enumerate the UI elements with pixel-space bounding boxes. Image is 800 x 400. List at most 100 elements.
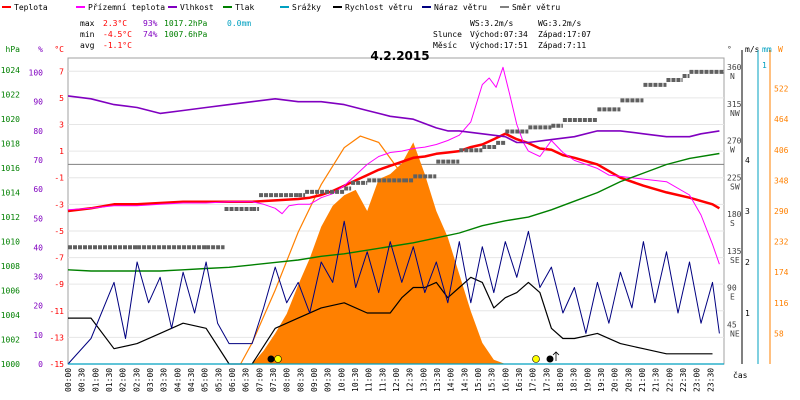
sun-path-line (240, 135, 472, 365)
tick-label: 70 (33, 156, 43, 165)
x-tick-label: 07:30 (269, 368, 278, 392)
tick-label: 0 (38, 360, 43, 369)
tick-label: 1000 (1, 360, 20, 369)
tick-label: 406 (774, 146, 789, 155)
x-tick-label: 13:30 (433, 368, 442, 392)
tick-label: -3 (54, 200, 64, 209)
legend-item-label: Rychlost větru (345, 3, 413, 12)
x-tick-label: 23:00 (693, 368, 702, 392)
tick-label: 90 (727, 284, 737, 293)
x-tick-label: 07:00 (255, 368, 264, 392)
moonrise-arrow-icon (552, 351, 560, 361)
x-tick-label: 14:00 (447, 368, 456, 392)
x-tick-label: 18:30 (570, 368, 579, 392)
x-tick-label: 13:00 (419, 368, 428, 392)
tick-label: W (730, 146, 735, 155)
tick-label: -7 (54, 254, 64, 263)
stats-max-press: 1017.2hPa (164, 19, 208, 28)
tick-label: 1004 (1, 311, 20, 320)
stats-max-label: max (80, 19, 95, 28)
x-tick-label: 04:00 (173, 368, 182, 392)
x-tick-label: 23:30 (706, 368, 715, 392)
tick-label: 50 (33, 214, 43, 223)
axis-unit-humidity: % (38, 45, 43, 54)
tick-label: 1 (762, 61, 767, 70)
tick-label: NE (730, 329, 740, 338)
legend: Teplota Přízemní teplota Vlhkost Tlak Srážky… (2, 3, 560, 12)
tick-label: 5 (59, 94, 64, 103)
tick-label: 180 (727, 210, 742, 219)
tick-label: 80 (33, 127, 43, 136)
info-wg: WG:3.2m/s (538, 19, 582, 28)
info-block: WS:3.2m/s WG:3.2m/s Slunce Východ:07:34 … (433, 19, 591, 50)
info-sun-label: Slunce (433, 30, 462, 39)
stats-avg-label: avg (80, 41, 95, 50)
x-tick-label: 18:00 (556, 368, 565, 392)
x-tick-label: 21:00 (638, 368, 647, 392)
tick-label: -11 (50, 307, 65, 316)
chart-title: 4.2.2015 (370, 49, 429, 63)
sunrise-icon (274, 355, 282, 363)
x-tick-label: 19:30 (597, 368, 606, 392)
series-feels-like (67, 66, 720, 265)
tick-label: -5 (54, 227, 64, 236)
tick-label: SE (730, 256, 740, 265)
legend-item-label: Tlak (235, 3, 254, 12)
legend-item-label: Směr větru (512, 3, 560, 12)
axis-unit-temperature: °C (54, 45, 64, 54)
tick-label: 1002 (1, 336, 20, 345)
tick-label: 30 (33, 273, 43, 282)
stats-min-label: min (80, 30, 95, 39)
tick-label: N (730, 72, 735, 81)
tick-label: 1012 (1, 213, 20, 222)
tick-label: 3 (745, 207, 750, 216)
x-tick-label: 19:00 (583, 368, 592, 392)
tick-label: 360 (727, 63, 742, 72)
sunset-icon (532, 355, 540, 363)
tick-label: 40 (33, 243, 43, 252)
tick-label: 116 (774, 299, 789, 308)
tick-label: 315 (727, 100, 742, 109)
x-tick-label: 12:00 (392, 368, 401, 392)
stats-max-rain: 0.0mm (227, 19, 251, 28)
tick-label: 290 (774, 207, 789, 216)
tick-label: 1006 (1, 287, 20, 296)
x-tick-label: 21:30 (652, 368, 661, 392)
tick-label: 1016 (1, 164, 20, 173)
tick-label: NW (730, 109, 740, 118)
tick-label: 225 (727, 173, 742, 182)
tick-label: 7 (59, 67, 64, 76)
axis-unit-wind-direction: ° (727, 45, 732, 54)
x-tick-label: 15:00 (474, 368, 483, 392)
axes-layer: hPa1024102210201018101610141012101010081… (1, 45, 789, 392)
tick-label: 270 (727, 137, 742, 146)
x-tick-label: 12:30 (406, 368, 415, 392)
legend-item-label: Náraz větru (434, 3, 487, 12)
x-tick-label: 20:30 (624, 368, 633, 392)
x-tick-label: 02:30 (132, 368, 141, 392)
x-tick-label: 17:30 (542, 368, 551, 392)
tick-label: 1014 (1, 189, 20, 198)
x-tick-label: 10:30 (351, 368, 360, 392)
series-pressure (67, 152, 720, 272)
stats-block: max 2.3°C 93% 1017.2hPa 0.0mm min -4.5°C… (80, 19, 251, 50)
x-tick-label: 05:00 (201, 368, 210, 392)
tick-label: S (730, 219, 735, 228)
tick-label: 1 (59, 147, 64, 156)
tick-label: -1 (54, 174, 64, 183)
tick-label: E (730, 293, 735, 302)
tick-label: 1020 (1, 115, 20, 124)
moonset-icon (267, 355, 275, 363)
tick-label: 348 (774, 176, 789, 185)
x-tick-label: 03:30 (160, 368, 169, 392)
tick-label: 1018 (1, 140, 20, 149)
tick-label: 2 (745, 258, 750, 267)
tick-label: 1008 (1, 262, 20, 271)
series-humidity (67, 95, 720, 144)
x-tick-label: 02:00 (119, 368, 128, 392)
tick-label: SW (730, 182, 740, 191)
x-tick-label: 09:00 (310, 368, 319, 392)
tick-label: 232 (774, 238, 789, 247)
x-tick-label: 20:00 (611, 368, 620, 392)
x-tick-label: 01:00 (91, 368, 100, 392)
